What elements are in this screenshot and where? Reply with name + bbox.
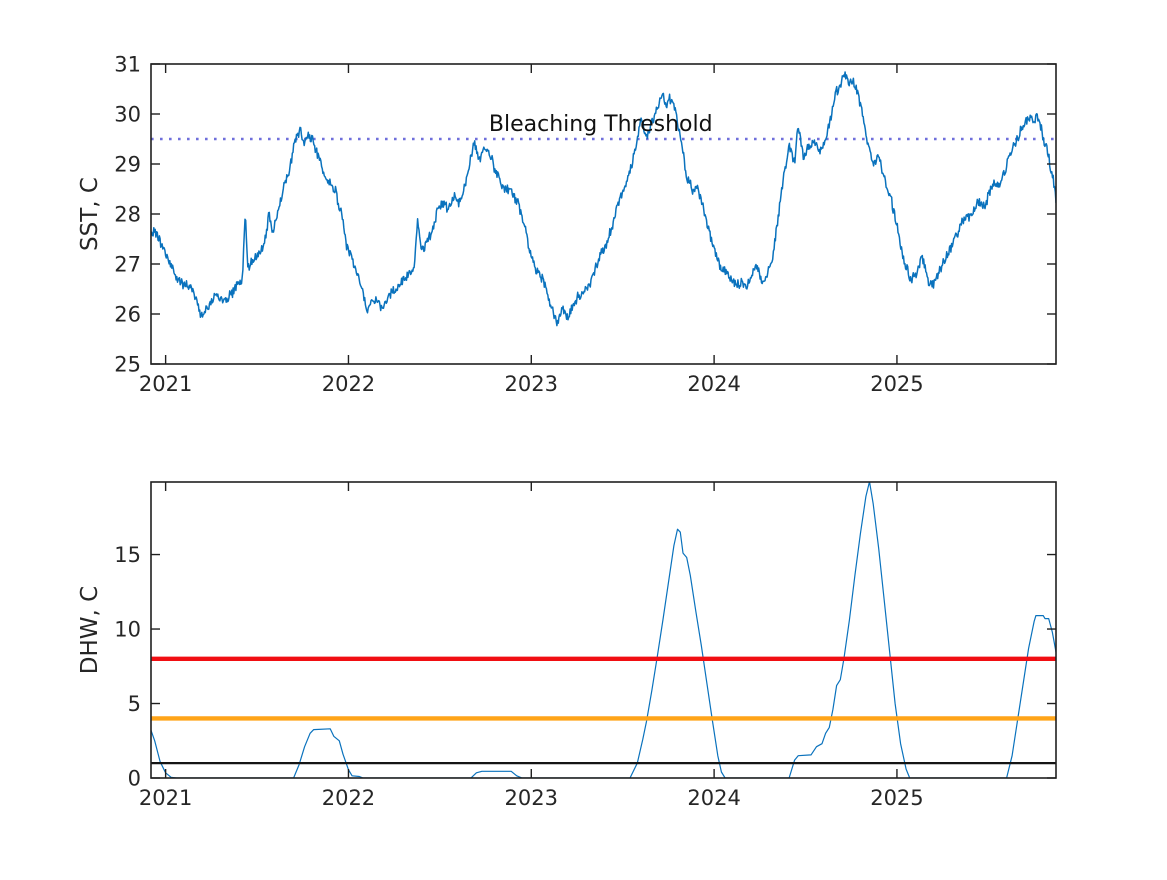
y-tick-label: 27 [114, 253, 141, 277]
dhw-curve [151, 482, 1056, 778]
y-tick-label: 30 [114, 103, 141, 127]
y-tick-label: 31 [114, 53, 141, 77]
x-tick-label: 2022 [322, 786, 375, 810]
y-tick-label: 15 [114, 543, 141, 567]
sst-y-axis-label: SST, C [77, 177, 103, 251]
y-tick-label: 28 [114, 203, 141, 227]
sst-daily-curve [151, 71, 1056, 327]
sst-axes: 2021 2022 2023 2024 2025 25 26 27 28 29 30 31 [114, 53, 1057, 396]
x-tick-label: 2022 [322, 372, 375, 396]
x-tick-label: 2024 [687, 372, 740, 396]
dhw-axes: 2021 2022 2023 2024 2025 0 5 10 15 [114, 481, 1057, 810]
dhw-y-axis-label: DHW, C [77, 586, 103, 674]
sst-series-layer [151, 71, 1056, 327]
x-tick-label: 2025 [870, 786, 923, 810]
dhw-panel: 2021 2022 2023 2024 2025 0 5 10 15 DHW, C [77, 481, 1057, 810]
y-tick-label: 10 [114, 618, 141, 642]
x-tick-label: 2024 [687, 786, 740, 810]
x-tick-label: 2023 [505, 372, 558, 396]
x-tick-label: 2025 [870, 372, 923, 396]
x-tick-label: 2023 [505, 786, 558, 810]
y-tick-label: 5 [128, 692, 141, 716]
x-tick-label: 2021 [139, 372, 192, 396]
bleaching-threshold-label: Bleaching Threshold [489, 112, 713, 137]
dhw-series-layer [151, 482, 1056, 778]
dhw-threshold-lines-layer [151, 656, 1056, 765]
y-tick-label: 0 [128, 767, 141, 791]
y-tick-label: 26 [114, 303, 141, 327]
sst-panel: 2021 2022 2023 2024 2025 25 26 27 28 29 30 31 SST, … [77, 53, 1057, 396]
x-tick-label: 2021 [139, 786, 192, 810]
y-tick-label: 29 [114, 153, 141, 177]
y-tick-label: 25 [114, 353, 141, 377]
